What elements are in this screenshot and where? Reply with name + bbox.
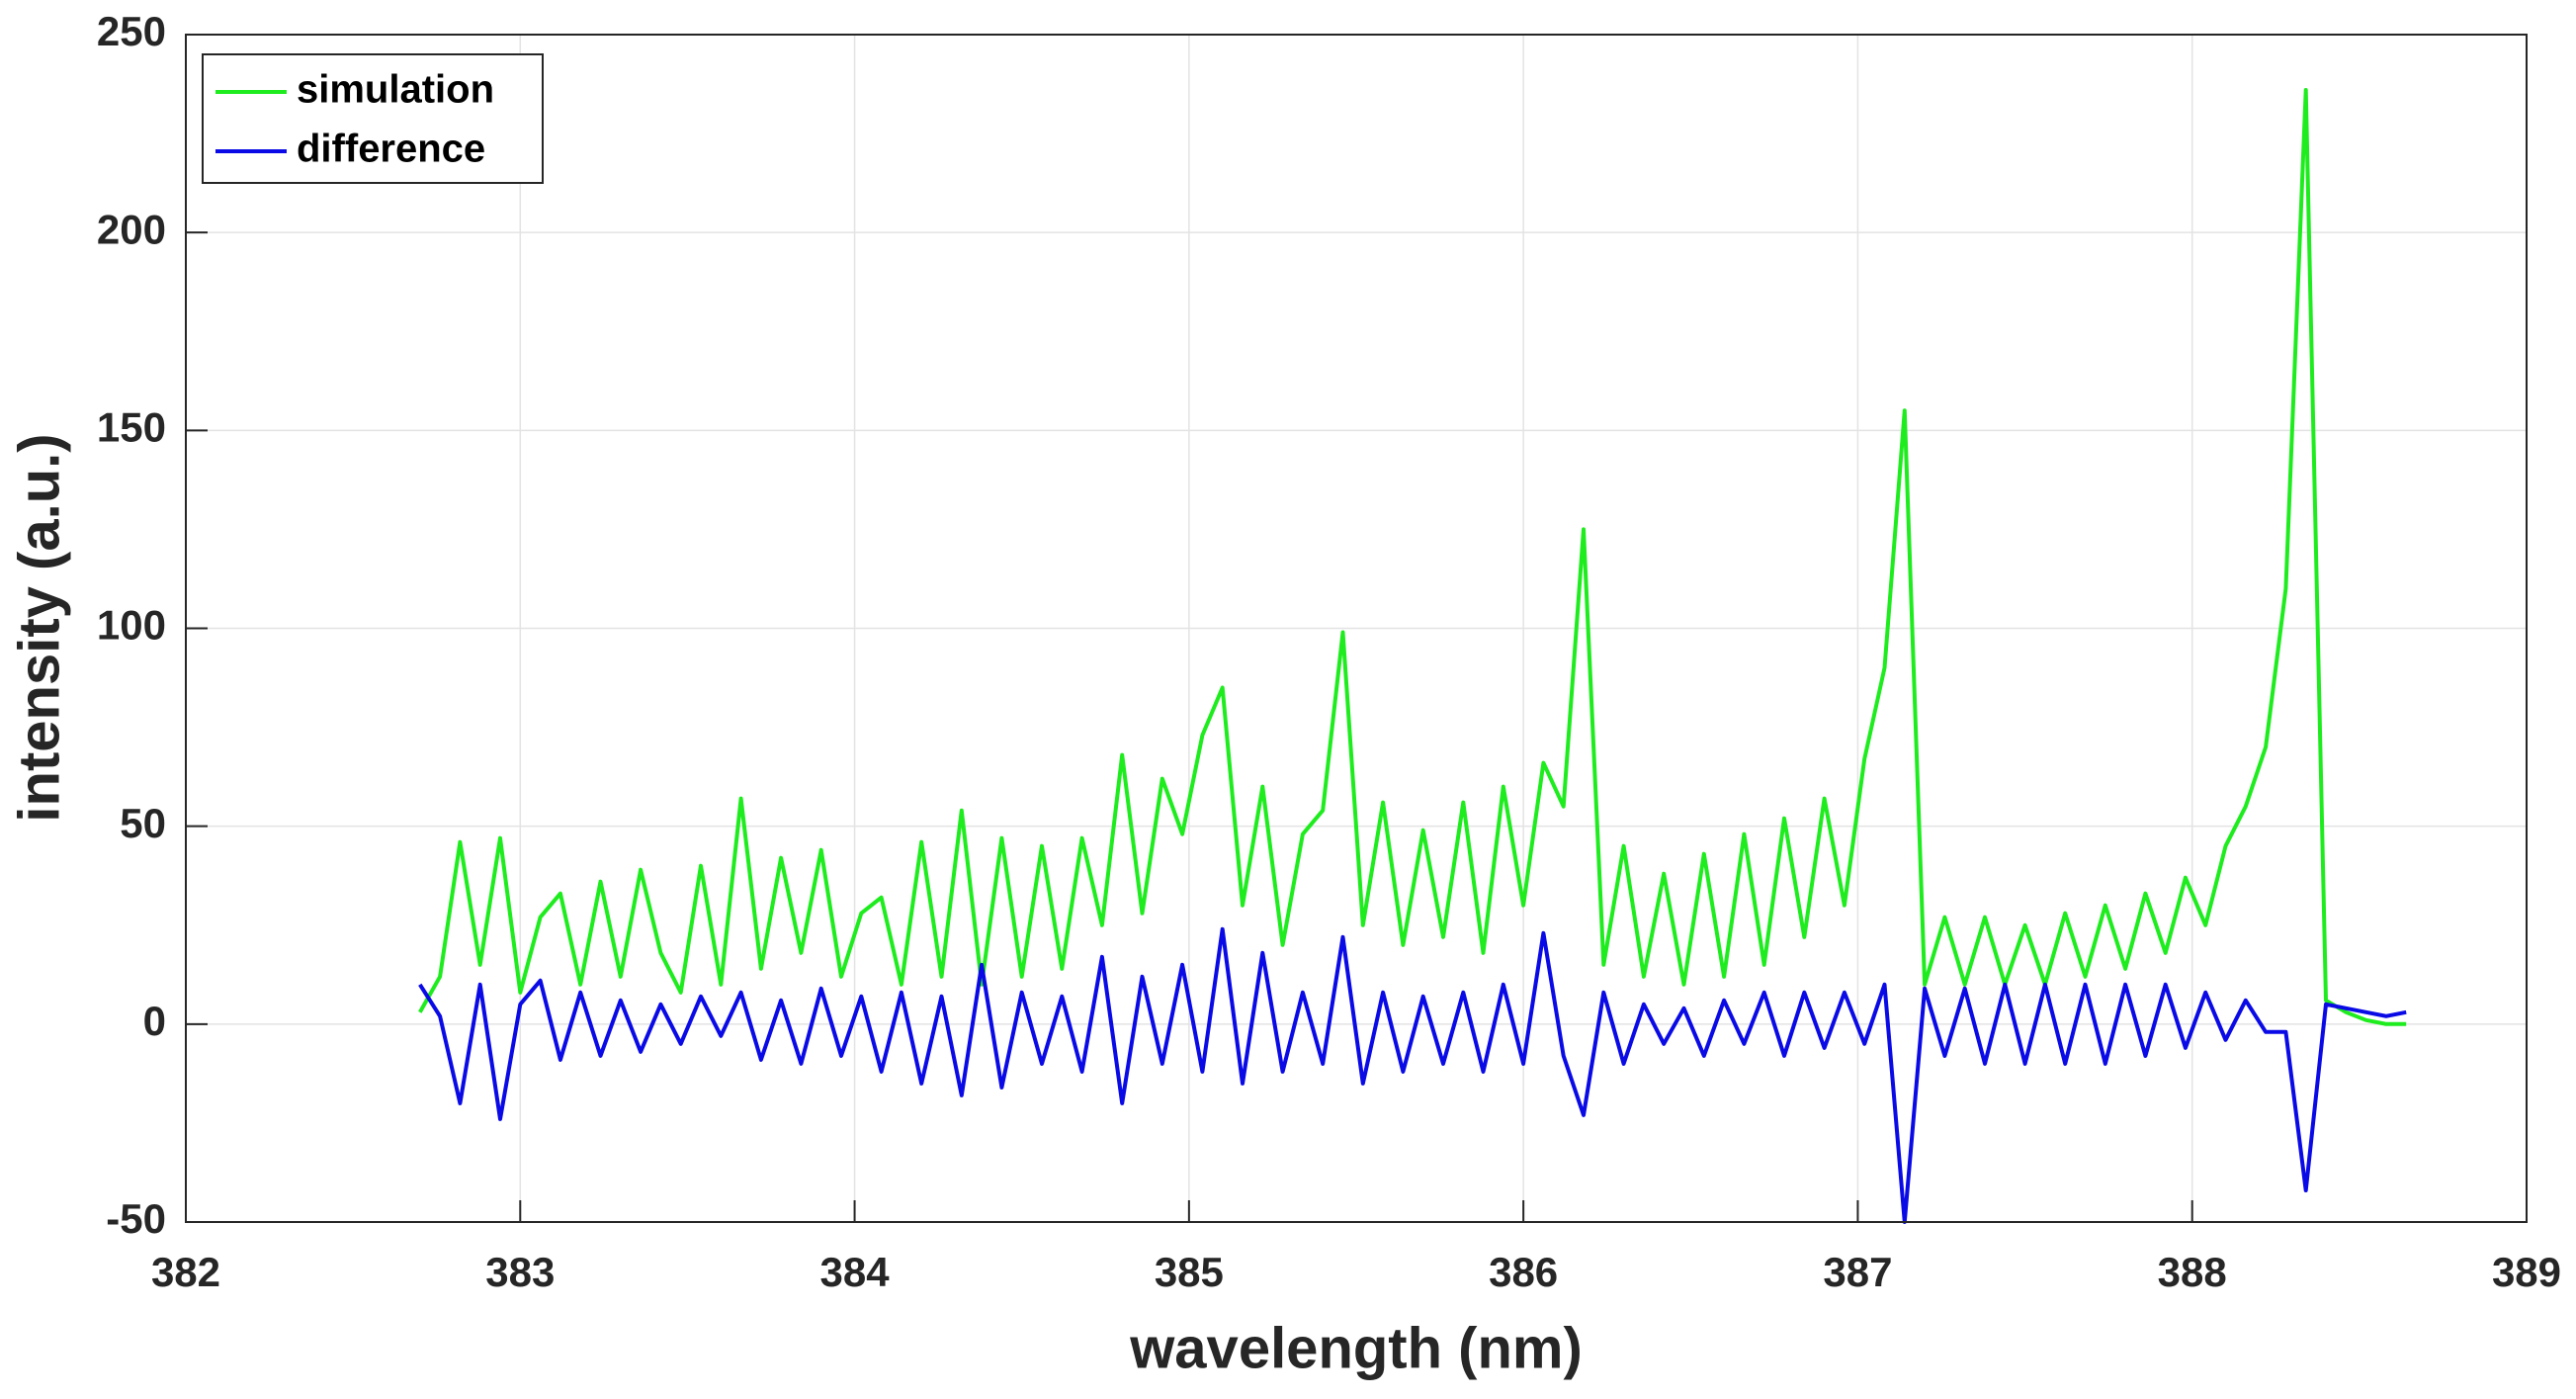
y-tick-label: 100 xyxy=(97,602,166,649)
series-line xyxy=(418,926,2407,1224)
y-axis-label: intensity (a.u.) xyxy=(7,433,71,822)
y-tick-label: 200 xyxy=(97,206,166,252)
x-axis-label: wavelength (nm) xyxy=(1129,1316,1583,1380)
x-tick-label: 388 xyxy=(2158,1249,2227,1295)
series-line xyxy=(418,88,2407,1026)
y-tick-label: 250 xyxy=(97,8,166,54)
legend-label: difference xyxy=(297,128,485,171)
y-tick-label: 150 xyxy=(97,403,166,450)
y-tick-label: 50 xyxy=(120,800,166,846)
x-tick-label: 387 xyxy=(1823,1249,1892,1295)
x-tick-label: 386 xyxy=(1489,1249,1558,1295)
y-tick-label: -50 xyxy=(106,1195,166,1242)
plot-lines xyxy=(418,88,2407,1224)
y-tick-label: 0 xyxy=(143,998,166,1044)
x-tick-label: 383 xyxy=(485,1249,555,1295)
legend: simulation difference xyxy=(202,53,544,184)
x-tick-label: 384 xyxy=(820,1249,891,1295)
legend-box xyxy=(202,53,544,184)
x-tick-label: 382 xyxy=(151,1249,220,1295)
x-tick-label: 389 xyxy=(2492,1249,2561,1295)
legend-label: simulation xyxy=(297,68,494,112)
x-tick-label: 385 xyxy=(1155,1249,1224,1295)
